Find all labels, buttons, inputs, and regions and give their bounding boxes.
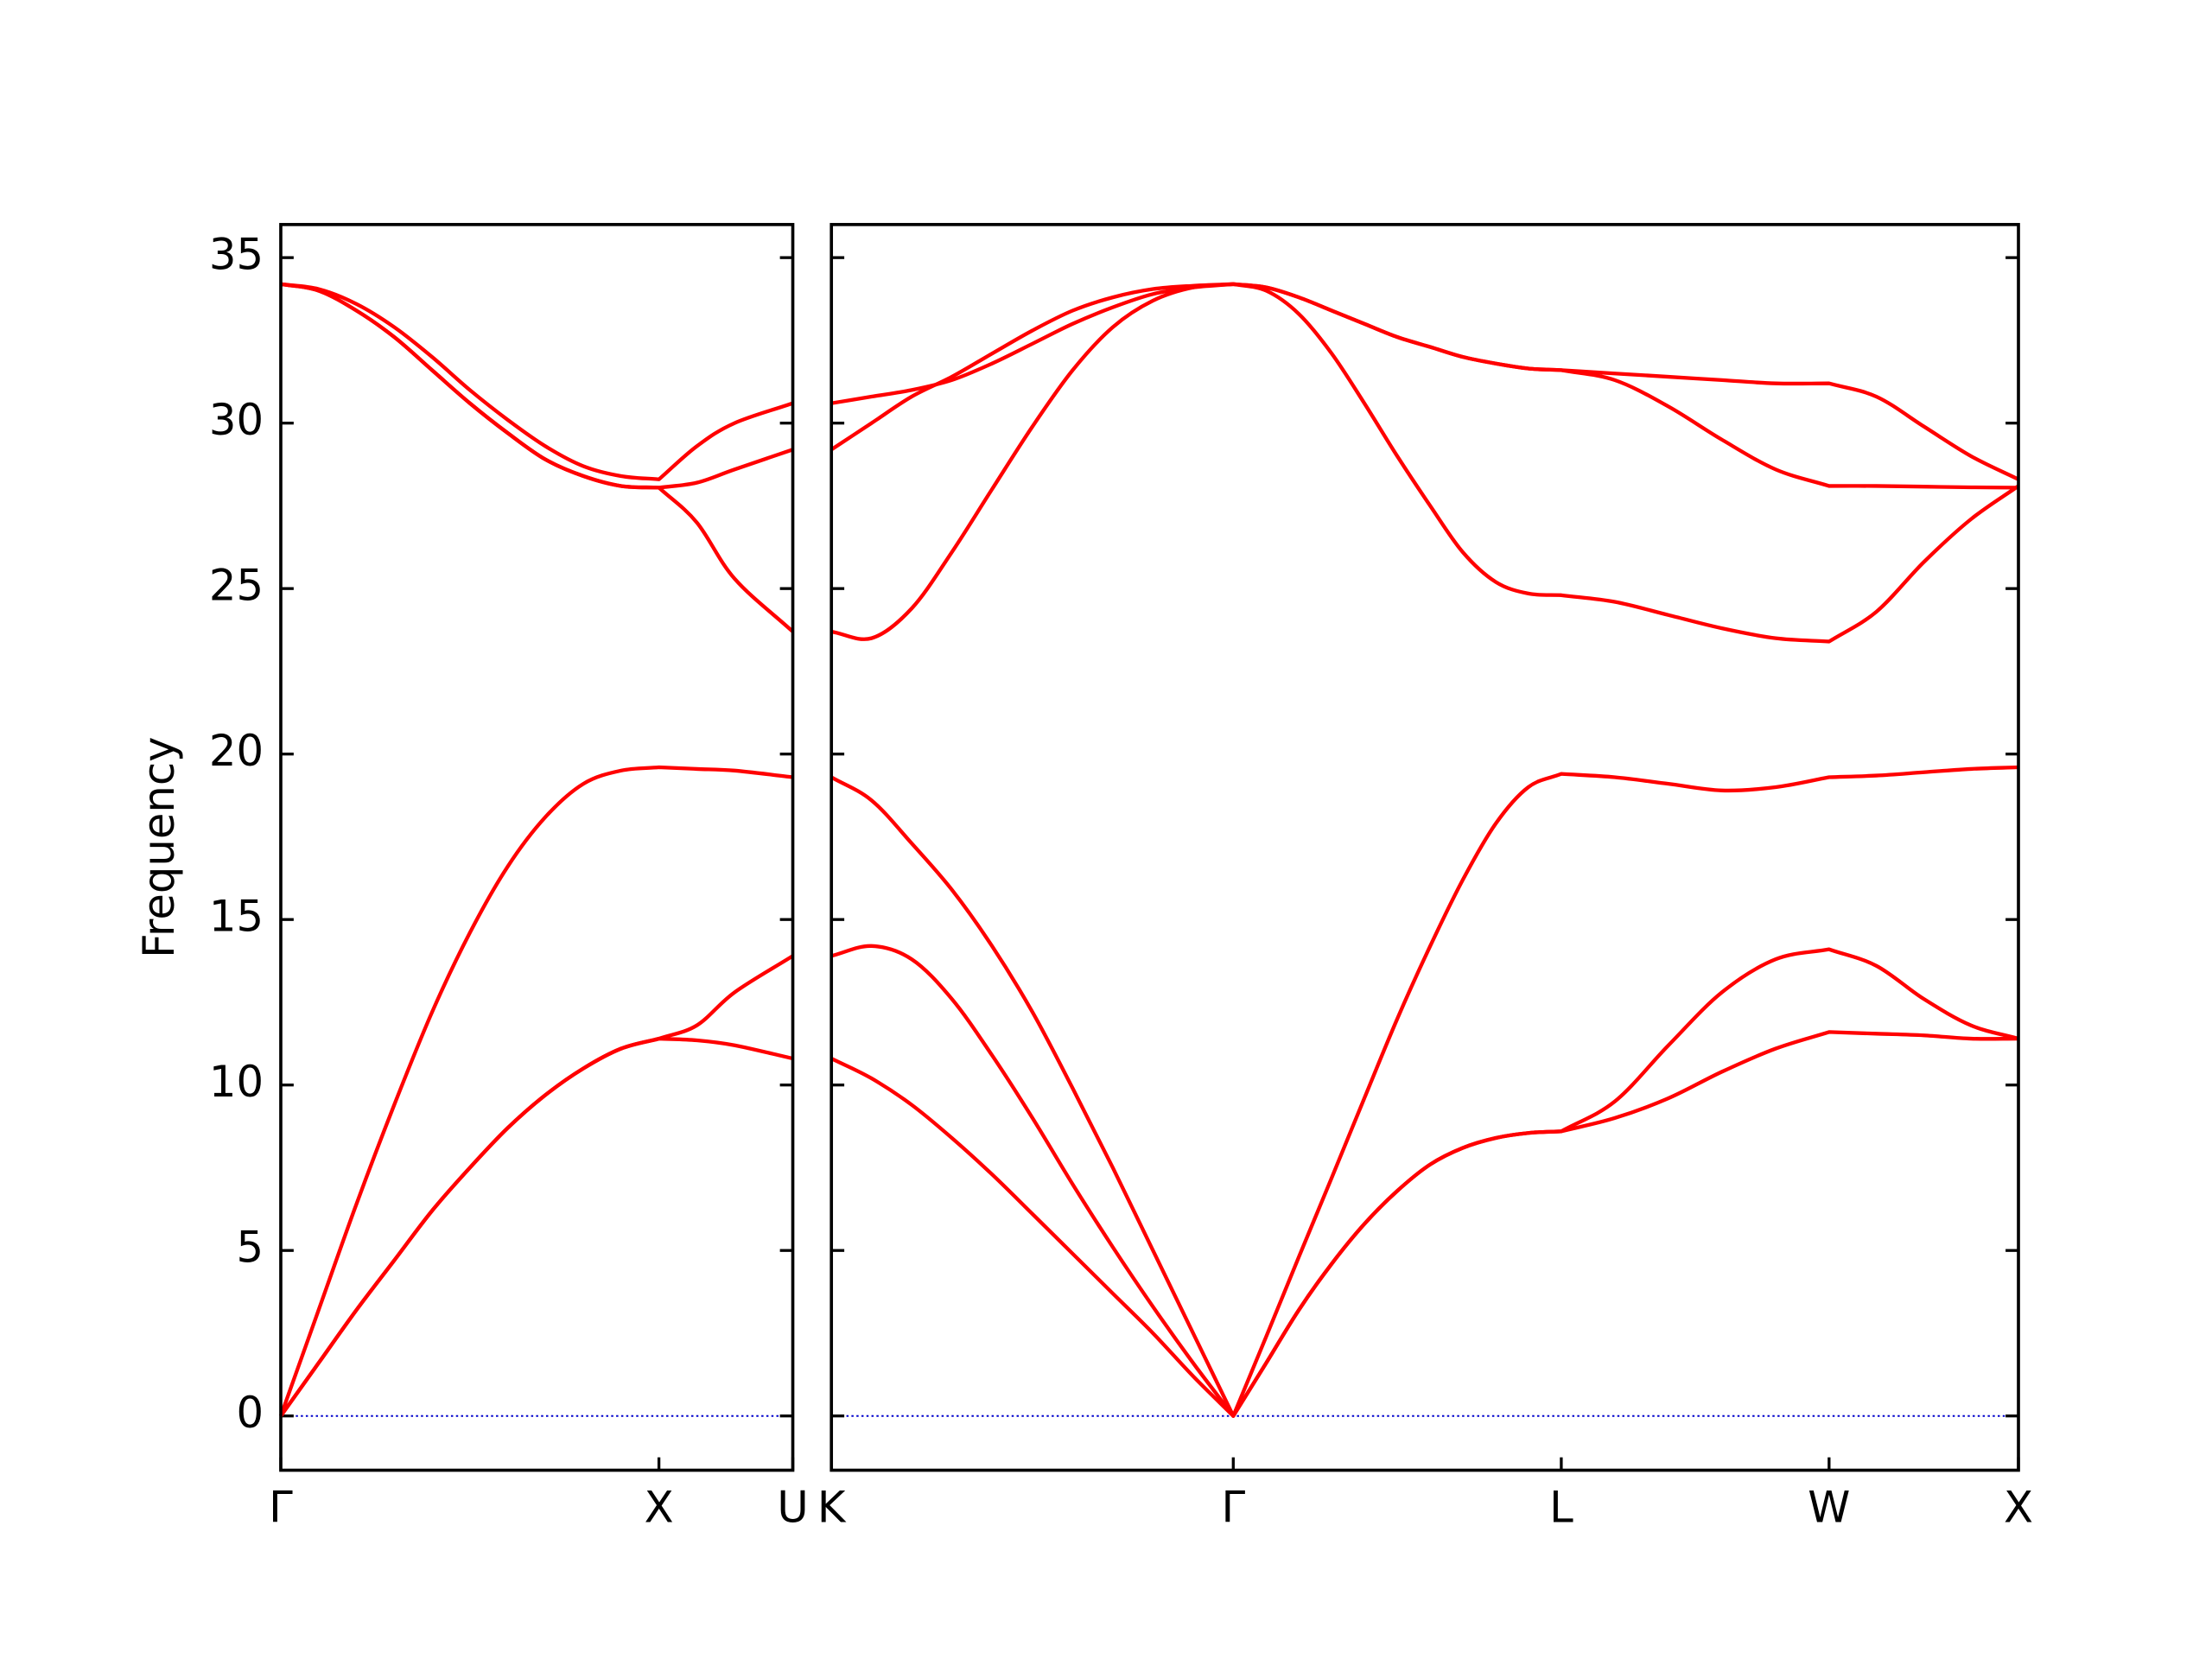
band-line — [830, 944, 2019, 1418]
y-tick-label: 0 — [237, 1388, 264, 1438]
x-tick-label: Γ — [1221, 1482, 1245, 1532]
y-tick-label: 15 — [209, 892, 264, 942]
x-tick-label: X — [2004, 1482, 2033, 1532]
band-line — [280, 282, 794, 633]
x-tick-label: L — [1549, 1482, 1573, 1532]
band-line — [280, 282, 794, 490]
band-line — [830, 765, 2019, 1418]
band-line — [278, 765, 793, 1417]
band-line — [830, 282, 2019, 481]
x-tick-label: Γ — [269, 1482, 293, 1532]
y-tick-label: 20 — [209, 726, 264, 776]
y-tick-label: 25 — [209, 561, 264, 611]
band-line — [830, 1030, 2019, 1418]
band-line — [280, 282, 794, 481]
band-line — [830, 282, 2020, 644]
x-tick-label: U — [777, 1482, 808, 1532]
y-tick-label: 10 — [209, 1057, 264, 1107]
band-line — [279, 954, 794, 1417]
plot-frame — [830, 223, 2020, 1472]
x-tick-label: X — [645, 1482, 674, 1532]
y-tick-label: 5 — [237, 1223, 264, 1273]
y-tick-label: 30 — [209, 395, 264, 445]
band-line — [279, 1036, 793, 1417]
x-tick-label: W — [1808, 1482, 1850, 1532]
y-tick-label: 35 — [209, 230, 264, 280]
plot-frame — [279, 223, 795, 1472]
y-axis-label: Frequency — [134, 736, 184, 957]
x-tick-label: K — [817, 1482, 847, 1532]
